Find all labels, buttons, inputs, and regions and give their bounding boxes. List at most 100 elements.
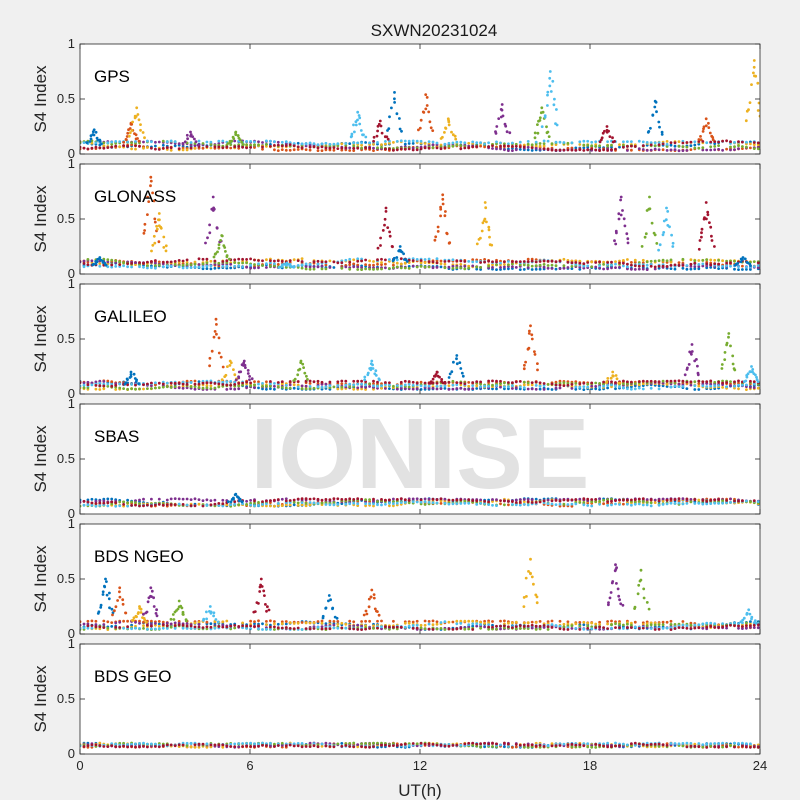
data-point bbox=[518, 627, 522, 630]
data-point bbox=[360, 141, 363, 145]
data-point bbox=[546, 148, 550, 151]
data-point bbox=[709, 379, 713, 383]
data-point bbox=[483, 384, 486, 388]
data-point bbox=[594, 261, 598, 264]
data-point bbox=[102, 141, 106, 145]
data-point bbox=[395, 112, 399, 116]
data-point bbox=[102, 146, 106, 150]
data-point bbox=[518, 385, 522, 389]
data-point bbox=[380, 384, 383, 388]
data-point bbox=[665, 265, 669, 268]
data-point bbox=[483, 145, 486, 149]
data-point bbox=[110, 384, 114, 388]
data-point bbox=[143, 229, 147, 232]
data-point bbox=[372, 624, 375, 628]
data-point bbox=[550, 259, 554, 263]
data-point bbox=[276, 259, 280, 263]
data-point bbox=[110, 500, 114, 504]
data-point bbox=[129, 375, 133, 378]
data-point bbox=[673, 502, 677, 505]
data-point bbox=[483, 142, 486, 146]
data-point bbox=[707, 121, 710, 125]
data-point bbox=[717, 262, 720, 266]
data-point bbox=[463, 260, 467, 263]
data-point bbox=[360, 259, 363, 263]
data-point bbox=[471, 384, 475, 387]
data-point bbox=[304, 148, 308, 152]
data-point bbox=[645, 498, 649, 501]
data-point bbox=[364, 502, 367, 506]
data-point bbox=[360, 382, 363, 386]
data-point bbox=[526, 266, 530, 269]
data-point bbox=[340, 266, 344, 270]
data-point bbox=[90, 381, 94, 385]
data-point bbox=[653, 99, 657, 103]
data-point bbox=[229, 503, 233, 506]
data-point bbox=[637, 386, 641, 390]
data-point bbox=[390, 245, 394, 248]
data-point bbox=[613, 239, 616, 243]
data-point bbox=[316, 620, 320, 623]
data-point bbox=[354, 123, 358, 127]
data-point bbox=[423, 500, 427, 504]
data-point bbox=[717, 147, 720, 151]
data-point bbox=[155, 224, 159, 228]
data-point bbox=[304, 501, 308, 505]
data-point bbox=[697, 267, 701, 271]
data-point bbox=[280, 497, 284, 501]
data-point bbox=[237, 257, 241, 261]
data-point bbox=[232, 496, 235, 500]
data-point bbox=[645, 268, 649, 271]
data-point bbox=[423, 623, 427, 627]
data-point bbox=[441, 202, 445, 206]
data-point bbox=[598, 264, 601, 268]
data-point bbox=[693, 143, 697, 147]
data-point bbox=[344, 142, 348, 145]
data-point bbox=[157, 381, 161, 385]
data-point bbox=[756, 386, 760, 390]
data-point bbox=[582, 143, 586, 147]
data-point bbox=[177, 386, 181, 390]
data-point bbox=[197, 263, 201, 266]
data-point bbox=[507, 503, 510, 507]
data-point bbox=[431, 386, 435, 390]
data-point bbox=[336, 147, 340, 151]
data-point bbox=[154, 503, 157, 507]
data-point bbox=[459, 259, 463, 263]
data-point bbox=[729, 261, 732, 265]
data-point bbox=[157, 148, 161, 151]
data-point bbox=[669, 385, 673, 389]
data-point bbox=[138, 504, 141, 508]
data-point bbox=[423, 497, 427, 501]
data-point bbox=[641, 140, 645, 144]
data-point bbox=[626, 241, 630, 245]
data-point bbox=[296, 501, 300, 505]
data-point bbox=[499, 261, 502, 265]
data-point bbox=[717, 259, 720, 262]
data-point bbox=[536, 368, 539, 372]
data-point bbox=[86, 383, 90, 387]
data-point bbox=[487, 379, 490, 383]
data-point bbox=[407, 147, 411, 151]
data-point bbox=[479, 266, 482, 269]
data-point bbox=[602, 263, 605, 266]
data-point bbox=[566, 620, 570, 624]
data-point bbox=[570, 383, 574, 386]
data-point bbox=[90, 619, 94, 623]
data-point bbox=[368, 502, 371, 505]
data-point bbox=[320, 625, 324, 629]
data-point bbox=[141, 131, 145, 134]
data-point bbox=[142, 146, 145, 150]
data-point bbox=[598, 497, 601, 501]
data-point bbox=[273, 628, 276, 631]
data-point bbox=[665, 385, 669, 388]
data-point bbox=[364, 386, 367, 389]
data-point bbox=[542, 263, 546, 266]
data-point bbox=[312, 497, 316, 501]
data-point bbox=[606, 384, 609, 387]
data-point bbox=[435, 622, 439, 626]
data-point bbox=[622, 217, 626, 221]
data-point bbox=[194, 140, 198, 144]
data-point bbox=[122, 140, 126, 144]
data-point bbox=[643, 235, 647, 239]
